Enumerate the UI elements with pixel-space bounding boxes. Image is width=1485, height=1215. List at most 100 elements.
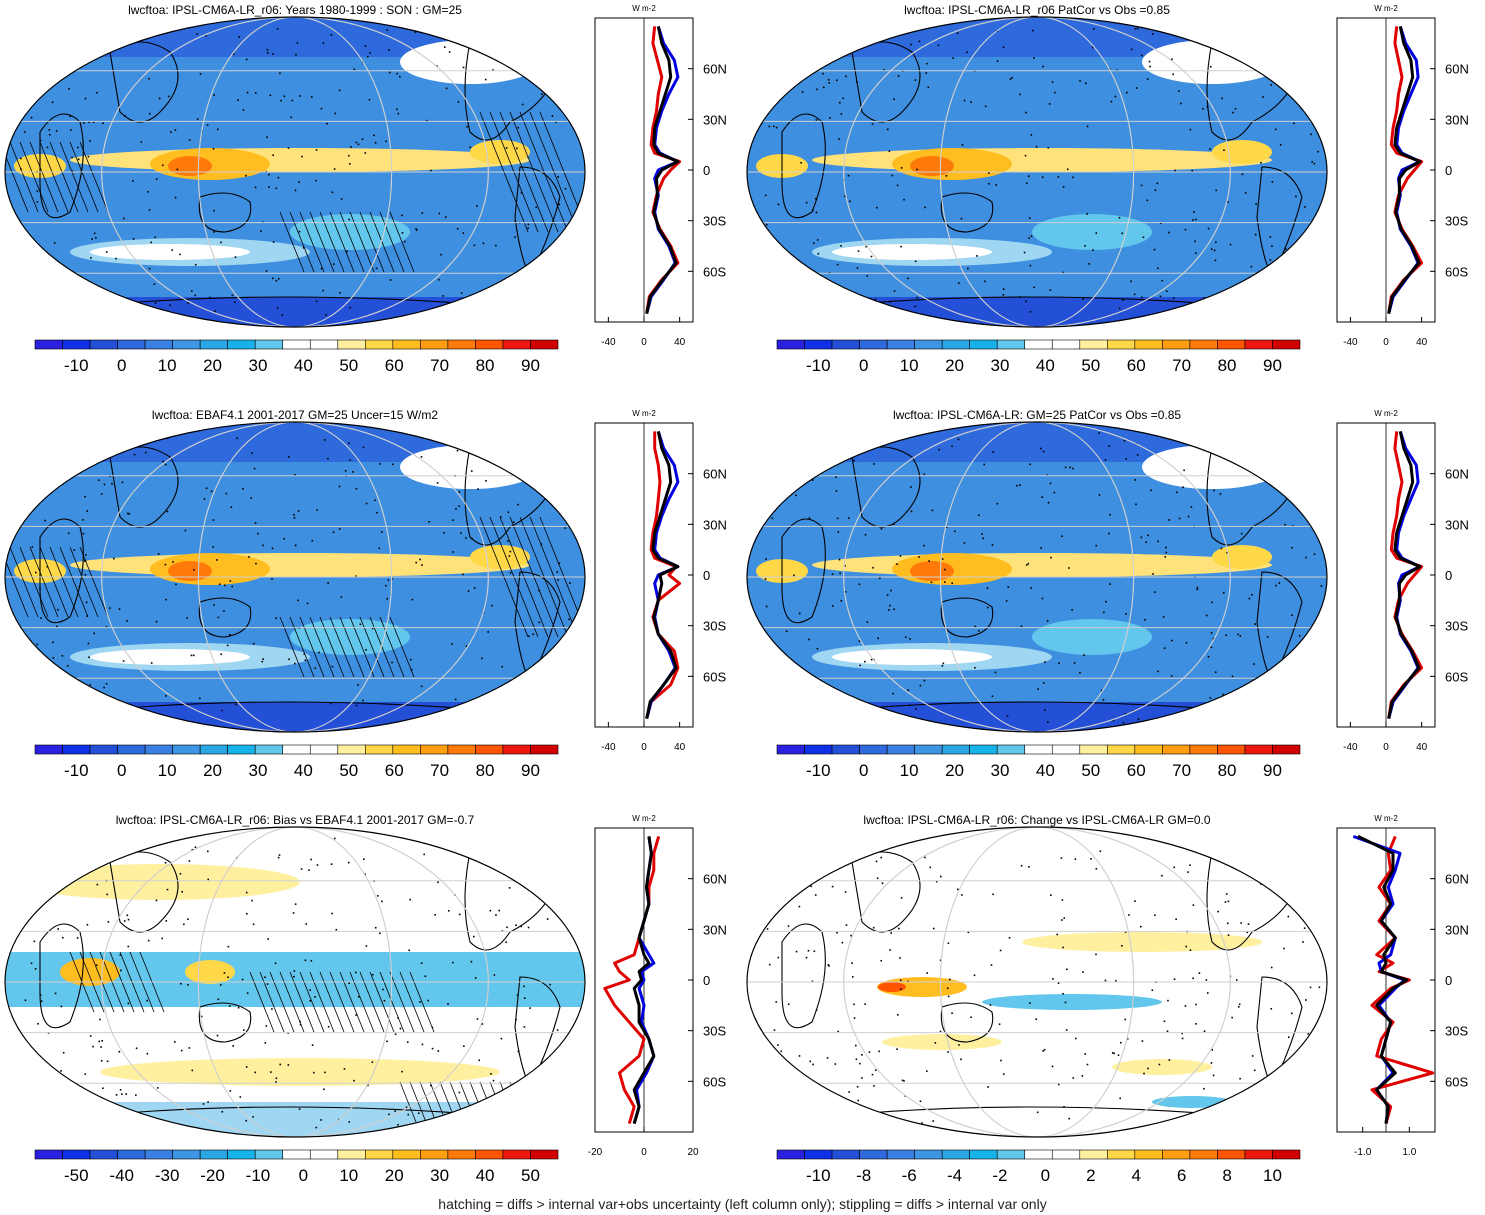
- panel-graphic: -10 0 10 20 30 40 50 60 70 80 90 60N 30N 0 30S 60S -40 0 4…: [4, 409, 727, 780]
- colorbar-tick-label: 2: [1086, 1166, 1095, 1185]
- colorbar-tick-label: 10: [900, 356, 919, 375]
- lat-tick-label: 0: [703, 973, 710, 988]
- map: [5, 827, 585, 1137]
- colorbar-tick-label: -2: [992, 1166, 1007, 1185]
- map-title: lwcftoa: IPSL-CM6A-LR: GM=25 PatCor vs O…: [892, 408, 1182, 422]
- colorbar-tick-label: -4: [947, 1166, 962, 1185]
- profile-series-line: [645, 431, 680, 719]
- x-tick-label: 0: [1383, 742, 1389, 753]
- map-title: lwcftoa: IPSL-CM6A-LR_r06 PatCor vs Obs …: [904, 3, 1170, 17]
- profile-series-line: [1387, 26, 1424, 314]
- panel-p3: lwcftoa: EBAF4.1 2001-2017 GM=25 Uncer=1…: [0, 405, 742, 810]
- lat-tick-label: 0: [703, 163, 710, 178]
- colorbar-tick-label: 0: [117, 356, 126, 375]
- profile-series-line: [1387, 431, 1422, 719]
- colorbar-tick-label: 8: [1222, 1166, 1231, 1185]
- colorbar-tick-label: -8: [856, 1166, 871, 1185]
- map: [747, 422, 1327, 732]
- colorbar-tick-label: -30: [155, 1166, 180, 1185]
- lat-tick-label: 0: [1445, 163, 1452, 178]
- colorbar-tick-label: 10: [339, 1166, 358, 1185]
- profile-series-line: [645, 26, 682, 314]
- panel-graphic: -10 0 10 20 30 40 50 60 70 80 90 60N 30N 0 30S 60S -40 0 4…: [4, 4, 727, 375]
- profile-series-line: [603, 835, 661, 1125]
- x-tick-label: 0: [641, 742, 647, 753]
- colorbar-tick-label: 10: [900, 761, 919, 780]
- colorbar-tick-label: 90: [1263, 761, 1282, 780]
- lat-tick-label: 30S: [703, 619, 726, 634]
- lat-tick-label: 60N: [1445, 467, 1469, 482]
- colorbar-tick-label: 50: [339, 356, 358, 375]
- colorbar-tick-label: 70: [1172, 761, 1191, 780]
- profile-series-line: [645, 26, 680, 314]
- colorbar: -10 0 10 20 30 40 50 60 70 80 90: [776, 744, 1301, 780]
- lat-tick-label: 30N: [1445, 922, 1469, 937]
- colorbar-tick-label: 40: [1036, 761, 1055, 780]
- lat-tick-label: 60N: [703, 62, 727, 77]
- map: [747, 827, 1327, 1137]
- colorbar-tick-label: -10: [64, 356, 89, 375]
- colorbar-tick-label: 40: [476, 1166, 495, 1185]
- lat-tick-label: 60N: [1445, 62, 1469, 77]
- x-tick-label: -40: [601, 742, 616, 753]
- colorbar-tick-label: 0: [1041, 1166, 1050, 1185]
- colorbar-tick-label: 4: [1131, 1166, 1140, 1185]
- colorbar-tick-label: 50: [1081, 761, 1100, 780]
- panel-p4: lwcftoa: IPSL-CM6A-LR: GM=25 PatCor vs O…: [742, 405, 1484, 810]
- colorbar-tick-label: 0: [299, 1166, 308, 1185]
- colorbar: -10 -8 -6 -4 -2 0 2 4 6 8 10: [776, 1149, 1301, 1185]
- zonal-profile: 60N 30N 0 30S 60S -40 0 40 W m-2: [1336, 4, 1469, 348]
- x-tick-label: 40: [674, 337, 686, 348]
- zonal-profile: 60N 30N 0 30S 60S -20 0 20 W m-2: [588, 814, 727, 1158]
- colorbar-tick-label: 60: [385, 356, 404, 375]
- colorbar-tick-label: 70: [430, 761, 449, 780]
- x-tick-label: 0: [641, 337, 647, 348]
- profile-series-line: [1387, 26, 1422, 314]
- colorbar: -10 0 10 20 30 40 50 60 70 80 90: [34, 339, 559, 375]
- lat-tick-label: 30N: [1445, 517, 1469, 532]
- panel-p6: lwcftoa: IPSL-CM6A-LR_r06: Change vs IPS…: [742, 810, 1484, 1215]
- lat-tick-label: 30S: [703, 214, 726, 229]
- lat-tick-label: 0: [1445, 973, 1452, 988]
- colorbar-tick-label: 70: [1172, 356, 1191, 375]
- colorbar-tick-label: 60: [385, 761, 404, 780]
- colorbar-tick-label: 50: [521, 1166, 540, 1185]
- colorbar-tick-label: 80: [476, 761, 495, 780]
- colorbar-tick-label: -20: [200, 1166, 225, 1185]
- profile-unit-label: W m-2: [1374, 409, 1398, 418]
- lat-tick-label: 0: [703, 568, 710, 583]
- colorbar-tick-label: 30: [249, 761, 268, 780]
- colorbar-tick-label: 20: [203, 761, 222, 780]
- x-tick-label: -40: [1343, 337, 1358, 348]
- profile-unit-label: W m-2: [1374, 814, 1398, 823]
- map-title: lwcftoa: IPSL-CM6A-LR_r06: Bias vs EBAF4…: [115, 813, 475, 827]
- x-tick-label: -40: [601, 337, 616, 348]
- x-tick-label: 20: [687, 1147, 699, 1158]
- x-tick-label: 40: [1416, 337, 1428, 348]
- colorbar-tick-label: -10: [64, 761, 89, 780]
- colorbar-tick-label: 20: [385, 1166, 404, 1185]
- colorbar-tick-label: 0: [859, 761, 868, 780]
- colorbar: -50 -40 -30 -20 -10 0 10 20 30 40 50: [34, 1149, 559, 1185]
- colorbar-tick-label: 30: [991, 761, 1010, 780]
- profile-series-line: [1357, 835, 1409, 1124]
- colorbar-tick-label: 40: [294, 356, 313, 375]
- panel-graphic: -50 -40 -30 -20 -10 0 10 20 30 40 50 60N 30N 0 30S 60S -…: [4, 814, 727, 1185]
- lat-tick-label: 30N: [703, 517, 727, 532]
- lat-tick-label: 0: [1445, 568, 1452, 583]
- colorbar-tick-label: 0: [859, 356, 868, 375]
- x-tick-label: -40: [1343, 742, 1358, 753]
- colorbar-tick-label: 70: [430, 356, 449, 375]
- lat-tick-label: 30S: [703, 1024, 726, 1039]
- lat-tick-label: 60S: [703, 669, 726, 684]
- lat-tick-label: 60S: [1445, 669, 1468, 684]
- lat-tick-label: 60N: [703, 467, 727, 482]
- colorbar-tick-label: -10: [806, 356, 831, 375]
- x-tick-label: -1.0: [1354, 1147, 1372, 1158]
- x-tick-label: 0: [1383, 337, 1389, 348]
- colorbar-tick-label: 40: [294, 761, 313, 780]
- profile-series-line: [645, 431, 682, 719]
- lat-tick-label: 30N: [703, 922, 727, 937]
- colorbar-tick-label: -10: [806, 761, 831, 780]
- lat-tick-label: 30S: [1445, 619, 1468, 634]
